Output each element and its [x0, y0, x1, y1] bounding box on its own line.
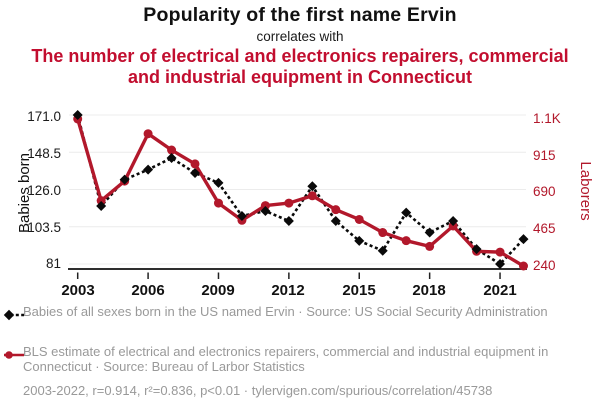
stats-footer: 2003-2022, r=0.914, r²=0.836, p<0.01 · t… [23, 383, 493, 398]
left-axis-tick: 171.0 [27, 109, 61, 124]
x-axis-tick: 2015 [342, 282, 376, 299]
chart-subtitle: correlates with [256, 29, 344, 44]
legend-label: BLS estimate of electrical and electroni… [23, 344, 549, 374]
chart-title: Popularity of the first name Ervin [143, 4, 457, 26]
right-axis-tick: 240 [533, 258, 556, 273]
black-dashed-diamond-series-icon [3, 309, 24, 321]
right-axis-label: Laborers [577, 161, 594, 221]
left-axis-tick: 126.0 [27, 183, 61, 198]
x-axis-tick: 2021 [483, 282, 517, 299]
left-axis-label: Babies born [16, 152, 33, 234]
x-axis-tick: 2009 [201, 282, 235, 299]
x-axis-tick: 2006 [131, 282, 165, 299]
right-axis-tick: 465 [533, 221, 556, 236]
red-solid-circle-series-icon [4, 351, 24, 359]
right-axis-tick: 690 [533, 184, 556, 199]
right-axis-tick: 1.1K [533, 111, 561, 126]
legend-label: Babies of all sexes born in the US named… [23, 304, 548, 319]
left-axis-tick: 148.5 [27, 146, 61, 161]
x-axis-tick: 2012 [271, 282, 305, 299]
chart-secondary-title: The number of electrical and electronics… [31, 46, 569, 87]
left-axis-tick: 81 [45, 256, 61, 271]
x-axis-tick: 2003 [61, 282, 95, 299]
right-axis-tick: 915 [533, 148, 556, 163]
x-axis-tick: 2018 [412, 282, 446, 299]
left-axis-tick: 103.5 [27, 220, 61, 235]
